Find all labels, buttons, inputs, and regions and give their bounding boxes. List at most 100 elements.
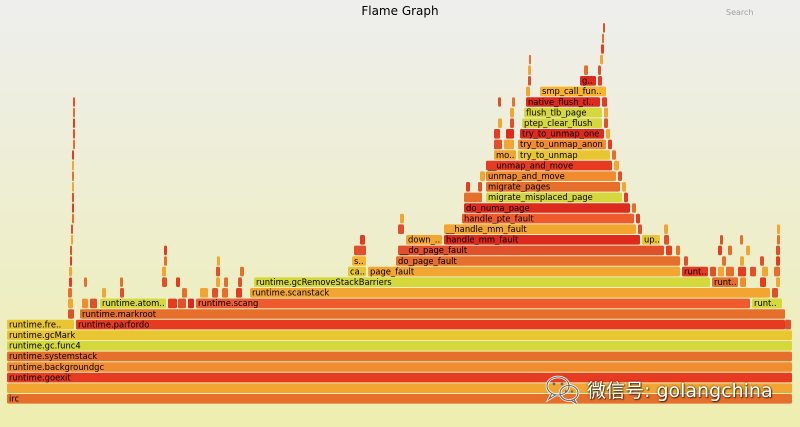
frame-bar[interactable] — [718, 245, 722, 256]
frame-132[interactable] — [510, 118, 514, 128]
frame-bar[interactable] — [72, 192, 74, 203]
frame-59[interactable] — [164, 256, 167, 266]
frame-bar[interactable] — [726, 266, 734, 277]
frame-bar[interactable] — [70, 245, 72, 256]
frame-bar[interactable] — [68, 288, 72, 298]
frame-bar[interactable] — [601, 44, 604, 54]
frame-bar[interactable] — [602, 33, 604, 44]
frame-130[interactable] — [73, 118, 75, 128]
frame-bar[interactable] — [7, 383, 792, 393]
frame-bar[interactable] — [603, 23, 605, 33]
frame-bar[interactable] — [682, 266, 708, 277]
frame-83[interactable] — [664, 235, 669, 245]
frame-bar[interactable] — [354, 245, 366, 256]
frame-121[interactable] — [494, 139, 502, 150]
frame-144[interactable] — [526, 86, 530, 97]
frame-29[interactable]: runtime.scanstack — [250, 288, 770, 298]
frame-82[interactable]: up.. — [642, 235, 660, 245]
frame-bar[interactable] — [498, 97, 501, 107]
frame-bar[interactable] — [600, 54, 603, 65]
frame-bar[interactable] — [69, 266, 72, 277]
frame-bar[interactable] — [73, 129, 75, 139]
frame-54[interactable] — [738, 266, 746, 277]
frame-bar[interactable] — [72, 150, 74, 160]
frame-32[interactable] — [84, 277, 87, 287]
frame-85[interactable] — [740, 235, 743, 245]
frame-bar[interactable] — [478, 182, 482, 192]
frame-13[interactable] — [82, 298, 88, 309]
frame-bar[interactable] — [254, 277, 710, 287]
frame-41[interactable] — [740, 277, 746, 287]
frame-17[interactable] — [178, 298, 186, 309]
frame-33[interactable] — [120, 277, 123, 287]
frame-80[interactable]: down_.. — [406, 235, 442, 245]
frame-bar[interactable] — [664, 235, 669, 245]
frame-bar[interactable] — [466, 182, 470, 192]
frame-bar[interactable] — [524, 107, 602, 118]
frame-bar[interactable] — [73, 118, 75, 128]
frame-25[interactable] — [200, 288, 208, 298]
frame-bar[interactable] — [624, 192, 628, 203]
frame-58[interactable] — [70, 256, 72, 266]
frame-28[interactable] — [236, 288, 242, 298]
frame-bar[interactable] — [224, 277, 228, 287]
frame-bar[interactable] — [712, 277, 738, 287]
frame-136[interactable] — [510, 107, 514, 118]
frame-94[interactable] — [400, 213, 404, 224]
frame-10[interactable] — [68, 309, 74, 319]
frame-122[interactable] — [504, 139, 514, 150]
frame-bar[interactable] — [7, 319, 74, 330]
frame-147[interactable] — [598, 76, 602, 86]
frame-bar[interactable] — [236, 288, 242, 298]
frame-bar[interactable] — [494, 139, 502, 150]
frame-151[interactable] — [598, 65, 601, 75]
frame-bar[interactable] — [638, 224, 642, 234]
frame-37[interactable] — [224, 277, 228, 287]
frame-68[interactable] — [70, 245, 72, 256]
frame-bar[interactable] — [632, 203, 636, 213]
frame-8[interactable]: runtime.parfordo — [76, 319, 785, 330]
frame-bar[interactable] — [240, 266, 244, 277]
frame-bar[interactable] — [486, 182, 620, 192]
frame-9[interactable] — [785, 319, 791, 330]
frame-bar[interactable] — [178, 298, 186, 309]
frame-bar[interactable] — [494, 129, 500, 139]
frame-bar[interactable] — [360, 235, 365, 245]
frame-bar[interactable] — [120, 277, 123, 287]
frame-143[interactable] — [602, 97, 607, 107]
frame-bar[interactable] — [740, 277, 746, 287]
frame-78[interactable] — [71, 235, 73, 245]
frame-30[interactable] — [772, 288, 778, 298]
frame-bar[interactable] — [776, 277, 780, 287]
frame-113[interactable] — [72, 160, 74, 171]
frame-155[interactable] — [602, 33, 604, 44]
frame-120[interactable] — [73, 139, 75, 150]
frame-bar[interactable] — [636, 213, 640, 224]
frame-134[interactable] — [604, 118, 608, 128]
frame-bar[interactable] — [72, 203, 74, 213]
frame-148[interactable] — [528, 76, 531, 86]
frame-bar[interactable] — [444, 224, 636, 234]
frame-62[interactable]: do_page_fault — [396, 256, 680, 266]
frame-bar[interactable] — [217, 256, 220, 266]
frame-24[interactable] — [182, 288, 187, 298]
frame-92[interactable] — [777, 224, 780, 234]
frame-bar[interactable] — [7, 372, 792, 383]
frame-138[interactable] — [604, 107, 608, 118]
frame-60[interactable] — [217, 256, 220, 266]
frame-149[interactable] — [528, 65, 531, 75]
frame-47[interactable] — [240, 266, 244, 277]
frame-88[interactable] — [398, 224, 404, 234]
frame-bar[interactable] — [526, 97, 600, 107]
frame-bar[interactable] — [504, 139, 514, 150]
frame-26[interactable] — [212, 288, 218, 298]
frame-39[interactable]: runtime.gcRemoveStackBarriers — [254, 277, 710, 287]
frame-bar[interactable] — [71, 224, 73, 234]
frame-57[interactable] — [774, 266, 780, 277]
frame-61[interactable]: s.. — [352, 256, 366, 266]
frame-bar[interactable] — [72, 171, 74, 181]
frame-31[interactable] — [69, 277, 72, 287]
frame-bar[interactable] — [612, 150, 616, 160]
frame-bar[interactable] — [728, 245, 732, 256]
frame-90[interactable] — [638, 224, 642, 234]
